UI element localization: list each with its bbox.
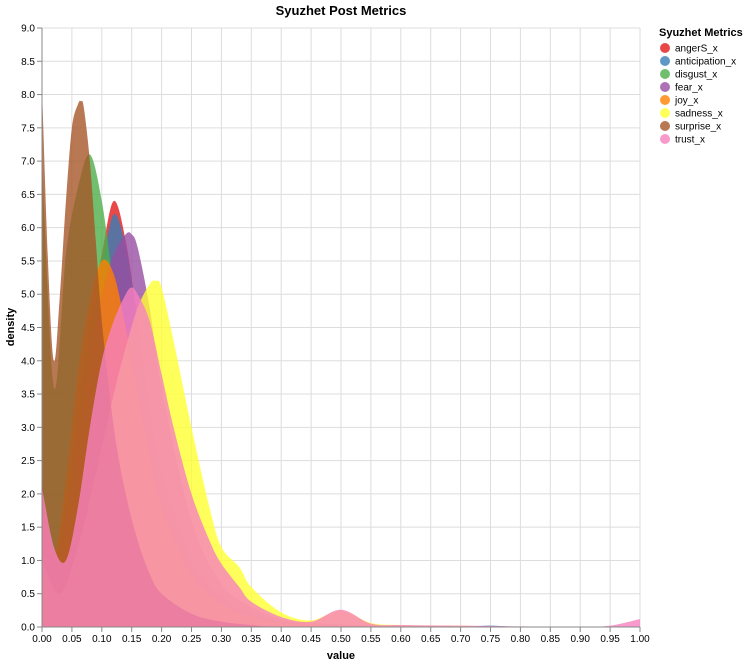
legend-label: anticipation_x <box>675 57 736 68</box>
y-axis-title: density <box>5 307 17 346</box>
legend-label: sadness_x <box>675 109 723 120</box>
x-tick-label: 0.60 <box>391 634 411 645</box>
x-tick-label: 0.85 <box>541 634 561 645</box>
legend-title: Syuzhet Metrics <box>659 27 743 39</box>
legend: Syuzhet Metrics angerS_x anticipation_xdi… <box>659 27 743 146</box>
y-tick-label: 1.0 <box>21 556 35 567</box>
legend-swatch <box>660 69 670 79</box>
y-tick-label: 4.0 <box>21 356 35 367</box>
y-tick-label: 4.5 <box>21 323 35 334</box>
y-tick-label: 6.5 <box>21 190 35 201</box>
y-tick-label: 8.5 <box>21 57 35 68</box>
y-tick-label: 7.0 <box>21 157 35 168</box>
y-tick-label: 3.5 <box>21 390 35 401</box>
legend-swatch <box>660 82 670 92</box>
legend-label: angerS_x <box>675 44 718 55</box>
x-tick-label: 0.30 <box>212 634 232 645</box>
x-tick-label: 0.20 <box>152 634 172 645</box>
y-tick-label: 1.5 <box>21 523 35 534</box>
x-tick-label: 0.45 <box>301 634 321 645</box>
y-tick-label: 8.0 <box>21 90 35 101</box>
legend-label: fear_x <box>675 83 703 94</box>
legend-swatch <box>660 95 670 105</box>
legend-label: trust_x <box>675 135 705 146</box>
y-tick-label: 9.0 <box>21 24 35 35</box>
x-tick-label: 0.75 <box>481 634 501 645</box>
legend-swatch <box>660 121 670 131</box>
axes: 0.00 0.05 0.10 0.15 0.20 0.25 0.30 0.35 0.40 0.45… <box>21 24 650 646</box>
y-tick-label: 6.0 <box>21 223 35 234</box>
y-tick-label: 5.5 <box>21 256 35 267</box>
x-tick-label: 0.80 <box>511 634 531 645</box>
legend-swatch <box>660 108 670 118</box>
y-tick-label: 2.5 <box>21 456 35 467</box>
legend-label: surprise_x <box>675 122 721 133</box>
density-area-trust_x <box>42 287 640 627</box>
legend-swatch <box>660 134 670 144</box>
legend-swatch <box>660 43 670 53</box>
x-tick-label: 0.10 <box>92 634 112 645</box>
chart-title: Syuzhet Post Metrics <box>276 3 407 18</box>
y-tick-label: 2.0 <box>21 489 35 500</box>
x-tick-label: 0.40 <box>271 634 291 645</box>
y-tick-label: 0.0 <box>21 623 35 634</box>
y-tick-label: 7.5 <box>21 123 35 134</box>
x-tick-label: 0.05 <box>62 634 82 645</box>
legend-label: joy_x <box>674 96 698 107</box>
x-tick-label: 0.15 <box>122 634 142 645</box>
x-tick-label: 0.25 <box>182 634 202 645</box>
x-tick-label: 0.55 <box>361 634 381 645</box>
x-tick-label: 0.50 <box>331 634 351 645</box>
legend-swatch <box>660 56 670 66</box>
x-tick-label: 1.00 <box>630 634 650 645</box>
x-axis-title: value <box>327 650 355 662</box>
x-tick-label: 0.00 <box>32 634 52 645</box>
grid-lines <box>41 27 641 628</box>
x-tick-label: 0.70 <box>451 634 471 645</box>
y-tick-label: 5.0 <box>21 290 35 301</box>
y-tick-label: 0.5 <box>21 589 35 600</box>
x-tick-label: 0.65 <box>421 634 441 645</box>
density-areas <box>42 87 640 628</box>
legend-label: disgust_x <box>675 70 717 81</box>
x-tick-label: 0.90 <box>570 634 590 645</box>
y-tick-label: 3.0 <box>21 423 35 434</box>
x-tick-label: 0.95 <box>600 634 620 645</box>
x-tick-label: 0.35 <box>242 634 262 645</box>
